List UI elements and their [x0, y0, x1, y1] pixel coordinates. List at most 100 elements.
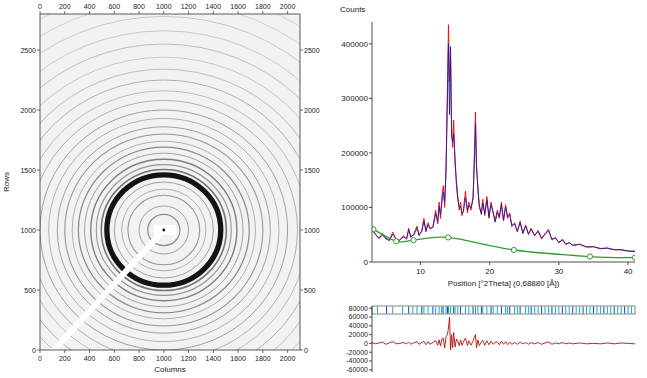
reflection-tick — [548, 307, 549, 314]
tick — [300, 290, 303, 291]
reflection-tick — [392, 307, 393, 314]
tick-label: -60000 — [346, 366, 368, 373]
diffraction-ring — [65, 134, 263, 326]
axis-title: Position [°2Theta] (0,68880 [Å]) — [448, 279, 560, 288]
tick — [37, 290, 40, 291]
tick-label: 1500 — [20, 167, 36, 174]
beam-center — [162, 229, 165, 232]
reflection-tick — [545, 307, 546, 314]
reflections — [378, 307, 632, 314]
anchor-point — [511, 247, 516, 252]
tick-label: 1000 — [156, 3, 172, 10]
tick-label: -20000 — [346, 349, 368, 356]
tick-label: -40000 — [346, 357, 368, 364]
tick — [139, 11, 140, 14]
tick-label: 200 — [59, 355, 71, 362]
reflection-tick — [565, 307, 566, 314]
tick — [300, 230, 303, 231]
diffraction-ring — [40, 44, 300, 350]
reflection-tick — [416, 307, 417, 314]
reflection-tick — [453, 307, 454, 314]
reflection-tick — [439, 307, 440, 314]
tick — [369, 325, 372, 326]
tick — [489, 262, 490, 265]
series-line — [372, 44, 635, 251]
tick — [300, 350, 303, 351]
reflection-tick — [551, 307, 552, 314]
tick-label: 1000 — [304, 227, 320, 234]
image-rings — [40, 14, 300, 350]
diffraction-ring — [96, 165, 231, 296]
tick — [37, 110, 40, 111]
tick — [369, 369, 372, 370]
reflection-tick — [473, 307, 474, 314]
tick-label: 100000 — [341, 203, 368, 212]
diffraction-ring — [78, 147, 249, 313]
tick-label: 0 — [304, 347, 308, 354]
tick-label: 40000 — [349, 322, 369, 329]
reflection-tick — [593, 307, 594, 314]
reflection-tick — [482, 307, 483, 314]
reflection-tick — [528, 307, 529, 314]
reflection-tick — [412, 307, 413, 314]
reflection-tick — [624, 307, 625, 314]
reflection-tick — [432, 307, 433, 314]
tick — [238, 11, 239, 14]
beamstop-arm — [50, 230, 164, 350]
tick-label: 2000 — [280, 3, 296, 10]
tick-label: 10 — [416, 267, 425, 276]
diffraction-ring — [107, 175, 221, 285]
axis-title: Counts — [340, 5, 365, 14]
tick-label: 400 — [84, 355, 96, 362]
tick — [300, 50, 303, 51]
reflection-tick — [586, 307, 587, 314]
anchor-point — [394, 239, 399, 244]
reflection-tick — [607, 307, 608, 314]
reflection-tick — [541, 307, 542, 314]
reflection-tick — [569, 307, 570, 314]
diffraction-ring — [72, 141, 255, 319]
diffraction-ring — [49, 118, 279, 341]
tick-label: 20000 — [349, 331, 369, 338]
tick — [40, 350, 41, 353]
reflection-tick — [610, 307, 611, 314]
tick — [64, 350, 65, 353]
tick — [40, 11, 41, 14]
beamstop — [154, 225, 176, 235]
reflection-tick — [562, 307, 563, 314]
reflection-tick — [377, 307, 378, 314]
tick — [163, 11, 164, 14]
tick — [64, 11, 65, 14]
tick — [262, 11, 263, 14]
tick — [369, 262, 372, 263]
reflection-tick — [600, 307, 601, 314]
tick-label: 40 — [624, 267, 633, 276]
diffraction-ring — [40, 80, 300, 350]
tick-label: 2500 — [20, 47, 36, 54]
tick — [287, 350, 288, 353]
reflection-tick — [447, 307, 448, 314]
anchor-point — [587, 254, 592, 259]
reflection-tick — [509, 307, 510, 314]
tick-label: 800 — [133, 3, 145, 10]
tick — [628, 262, 629, 265]
x-axis — [372, 262, 635, 263]
reflection-tick — [493, 307, 494, 314]
reflection-tick — [455, 307, 456, 314]
tick — [369, 352, 372, 353]
axis-title: Columns — [154, 365, 186, 374]
tick — [300, 110, 303, 111]
tick — [420, 262, 421, 265]
tick-label: 2000 — [304, 107, 320, 114]
reflection-tick — [614, 307, 615, 314]
reflection-tick — [481, 307, 482, 314]
tick-label: 500 — [24, 287, 36, 294]
tick-label: 200 — [59, 3, 71, 10]
reflection-tick — [421, 307, 422, 314]
reflection-tick — [514, 307, 515, 314]
tick — [369, 43, 372, 44]
tick — [163, 350, 164, 353]
tick — [369, 98, 372, 99]
reflection-tick — [579, 307, 580, 314]
reflection-tick — [423, 307, 424, 314]
